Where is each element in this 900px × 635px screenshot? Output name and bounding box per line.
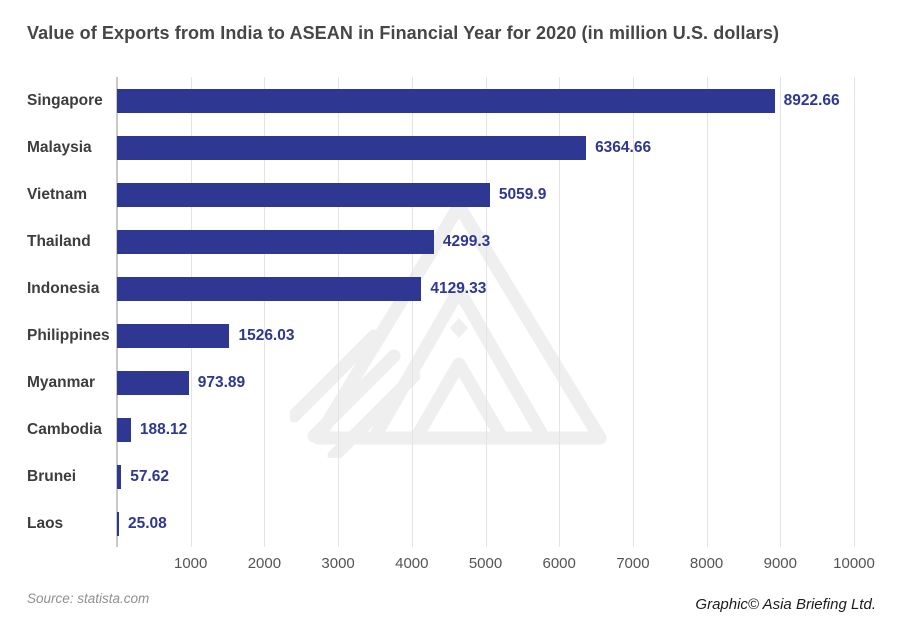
bar-row: Cambodia 188.12 (27, 406, 854, 453)
gridline (632, 77, 634, 547)
value-label: 8922.66 (783, 91, 840, 109)
bar-vietnam (117, 182, 490, 207)
x-tick-label: 1000 (174, 555, 208, 572)
gridline (780, 77, 782, 547)
x-tick-label: 5000 (468, 555, 503, 572)
category-label-malaysia: Malaysia (27, 138, 92, 156)
x-tick-label: 2000 (247, 555, 282, 572)
gridline (854, 77, 855, 547)
category-label-myanmar: Myanmar (27, 373, 96, 391)
x-tick-label: 3000 (321, 555, 355, 572)
x-tick-label: 10000 (833, 555, 875, 572)
bar-row: Laos 25.08 (27, 500, 854, 547)
gridline (411, 77, 413, 547)
asia-briefing-logo-watermark-icon (290, 199, 607, 458)
value-label: 25.08 (128, 514, 167, 532)
gridline (264, 77, 266, 547)
gridline (559, 77, 561, 547)
x-tick-label: 6000 (542, 555, 576, 572)
x-tick-label: 9000 (763, 555, 797, 572)
x-tick-label: 4000 (395, 555, 429, 572)
y-axis-line (116, 77, 118, 547)
plot-area: Singapore 8922.66 Malaysia 6364.66 Vietnam 50… (27, 77, 855, 547)
category-label-laos: Laos (27, 514, 64, 532)
value-label: 4129.33 (430, 279, 487, 297)
category-label-singapore: Singapore (27, 91, 103, 109)
bar-row: Thailand 4299.3 (27, 218, 854, 265)
bar-row: Philippines 1526.03 (27, 312, 854, 359)
value-label: 4299.3 (442, 232, 491, 250)
bar-cambodia (117, 417, 131, 442)
gridline (190, 77, 192, 547)
value-label: 188.12 (139, 420, 188, 438)
gridlines (117, 77, 855, 547)
credit-text: Graphic© Asia Briefing Ltd. (695, 596, 876, 613)
x-tick-label: 8000 (689, 555, 724, 572)
bar-philippines (117, 323, 230, 348)
value-label: 6364.66 (595, 138, 652, 156)
bar-laos (117, 511, 119, 536)
source-text: Source: statista.com (27, 591, 150, 606)
bar-malaysia (117, 135, 587, 160)
value-label: 5059.9 (498, 185, 547, 203)
bar-row: Vietnam 5059.9 (27, 171, 854, 218)
bar-rows: Singapore 8922.66 Malaysia 6364.66 Vietnam 50… (27, 77, 854, 547)
bar-brunei (117, 464, 122, 489)
bar-singapore (117, 88, 775, 113)
category-label-vietnam: Vietnam (27, 185, 88, 203)
bar-row: Brunei 57.62 (27, 453, 854, 500)
bar-indonesia (117, 276, 422, 301)
bar-myanmar (117, 370, 189, 395)
category-label-indonesia: Indonesia (27, 279, 100, 297)
x-tick-label: 7000 (616, 555, 650, 572)
category-label-thailand: Thailand (27, 232, 91, 250)
bar-row: Malaysia 6364.66 (27, 124, 854, 171)
category-label-philippines: Philippines (27, 326, 110, 344)
category-label-brunei: Brunei (27, 467, 77, 485)
x-axis-tick-labels: 1000 2000 3000 4000 5000 6000 7000 8000 9000 1000… (117, 555, 875, 575)
bar-row: Singapore 8922.66 (27, 77, 854, 124)
bar-row: Indonesia 4129.33 (27, 265, 854, 312)
value-label: 973.89 (197, 373, 246, 391)
category-label-cambodia: Cambodia (27, 420, 102, 438)
chart-title: Value of Exports from India to ASEAN in … (27, 23, 780, 43)
gridline (706, 77, 708, 547)
value-label: 1526.03 (238, 326, 295, 344)
gridline (338, 77, 340, 547)
bar-thailand (117, 229, 434, 254)
gridline (485, 77, 487, 547)
bar-row: Myanmar 973.89 (27, 359, 854, 406)
value-label: 57.62 (130, 467, 170, 485)
